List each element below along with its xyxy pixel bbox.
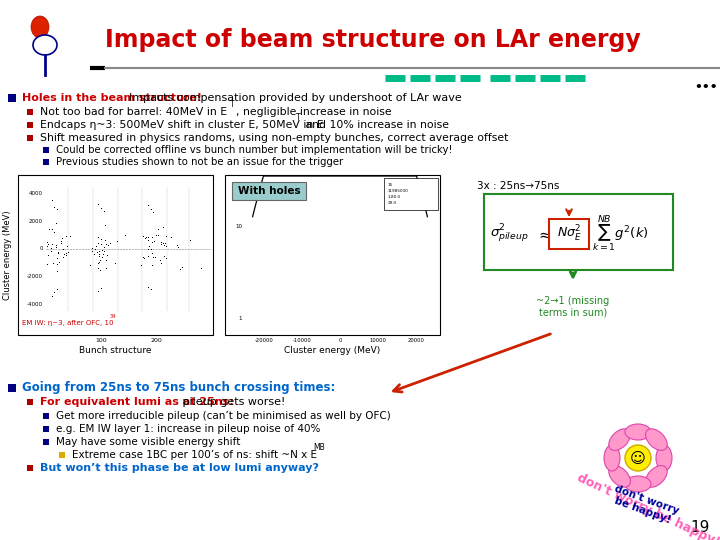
- FancyBboxPatch shape: [232, 182, 306, 200]
- Ellipse shape: [646, 465, 667, 487]
- Text: Extreme case 1BC per 100’s of ns: shift ~N x E: Extreme case 1BC per 100’s of ns: shift …: [72, 450, 317, 460]
- Text: But won’t this phase be at low lumi anyway?: But won’t this phase be at low lumi anyw…: [40, 463, 319, 473]
- Text: Going from 25ns to 75ns bunch crossing times:: Going from 25ns to 75ns bunch crossing t…: [22, 381, 336, 395]
- Text: Bunch structure: Bunch structure: [79, 346, 152, 355]
- Text: 19: 19: [690, 521, 710, 536]
- Text: •••: •••: [694, 82, 718, 94]
- Text: $\approx$: $\approx$: [536, 226, 552, 241]
- Text: 100: 100: [95, 338, 107, 343]
- Text: don't worry be happy!: don't worry be happy!: [575, 471, 720, 540]
- Text: pileup gets worse!: pileup gets worse!: [179, 397, 285, 407]
- Bar: [225, 175, 440, 335]
- Text: T: T: [230, 100, 235, 109]
- FancyBboxPatch shape: [484, 194, 673, 270]
- Text: $\sum_{k=1}^{NB}g^2(k)$: $\sum_{k=1}^{NB}g^2(k)$: [592, 214, 649, 254]
- Text: 15: 15: [388, 183, 393, 187]
- Text: 3x : 25ns→75ns: 3x : 25ns→75ns: [477, 181, 559, 191]
- Text: Endcaps η~3: 500MeV shift in cluster E, 50MeV in E: Endcaps η~3: 500MeV shift in cluster E, …: [40, 120, 323, 130]
- Text: and 10% increase in noise: and 10% increase in noise: [302, 120, 449, 130]
- Text: May have some visible energy shift: May have some visible energy shift: [56, 437, 240, 447]
- FancyBboxPatch shape: [384, 178, 438, 210]
- Text: $N\sigma^2_E$: $N\sigma^2_E$: [557, 224, 581, 244]
- Text: $\sigma^2_{pileup}$: $\sigma^2_{pileup}$: [490, 223, 528, 245]
- Text: 2000: 2000: [29, 219, 43, 224]
- Ellipse shape: [625, 424, 651, 440]
- Text: EM IW: η~3, after OFC, 10: EM IW: η~3, after OFC, 10: [22, 320, 114, 326]
- Text: Cluster energy (MeV): Cluster energy (MeV): [4, 210, 12, 300]
- Text: Shift measured in physics randoms, using non-empty bunches, correct average offs: Shift measured in physics randoms, using…: [40, 133, 508, 143]
- Circle shape: [625, 445, 651, 471]
- Text: For equivalent lumi as at 25ns:: For equivalent lumi as at 25ns:: [40, 397, 234, 407]
- Ellipse shape: [31, 16, 49, 38]
- Ellipse shape: [604, 445, 620, 471]
- Text: ~2→1 (missing
terms in sum): ~2→1 (missing terms in sum): [536, 296, 610, 318]
- Text: 11985000: 11985000: [388, 189, 409, 193]
- Ellipse shape: [609, 465, 631, 487]
- Ellipse shape: [656, 445, 672, 471]
- Text: 0: 0: [338, 338, 342, 343]
- Text: -4000: -4000: [27, 302, 43, 307]
- Text: MB: MB: [313, 443, 325, 452]
- Text: , negligible increase in noise: , negligible increase in noise: [236, 107, 392, 117]
- Text: 1-80.0: 1-80.0: [388, 195, 401, 199]
- Text: Impact of beam structure on LAr energy: Impact of beam structure on LAr energy: [105, 28, 641, 52]
- Text: Holes in the beam structure!: Holes in the beam structure!: [22, 93, 202, 103]
- Text: e.g. EM IW layer 1: increase in pileup noise of 40%: e.g. EM IW layer 1: increase in pileup n…: [56, 424, 320, 434]
- Text: 34: 34: [110, 314, 117, 319]
- Text: 4000: 4000: [29, 191, 43, 197]
- Text: 29.0: 29.0: [388, 201, 397, 205]
- Text: -20000: -20000: [255, 338, 274, 343]
- FancyBboxPatch shape: [549, 219, 589, 249]
- Text: Not too bad for barrel: 40MeV in E: Not too bad for barrel: 40MeV in E: [40, 107, 227, 117]
- Ellipse shape: [625, 476, 651, 492]
- Text: Previous studies shown to not be an issue for the trigger: Previous studies shown to not be an issu…: [56, 157, 343, 167]
- Text: 10000: 10000: [369, 338, 387, 343]
- Text: With holes: With holes: [238, 186, 300, 196]
- Text: -2000: -2000: [27, 274, 43, 279]
- Text: Get more irreducible pileup (can’t be minimised as well by OFC): Get more irreducible pileup (can’t be mi…: [56, 411, 391, 421]
- Text: Impacts compensation provided by undershoot of LAr wave: Impacts compensation provided by undersh…: [122, 93, 462, 103]
- Ellipse shape: [609, 429, 631, 450]
- Ellipse shape: [33, 35, 57, 55]
- Text: 200: 200: [150, 338, 162, 343]
- Text: Could be corrected offline vs bunch number but implementation will be tricky!: Could be corrected offline vs bunch numb…: [56, 145, 452, 155]
- Text: 0: 0: [40, 246, 43, 252]
- FancyArrowPatch shape: [394, 334, 550, 392]
- Text: 20000: 20000: [408, 338, 424, 343]
- Text: don't worry
be happy!: don't worry be happy!: [609, 483, 680, 526]
- Text: T: T: [296, 113, 301, 122]
- Text: -10000: -10000: [292, 338, 311, 343]
- Text: Cluster energy (MeV): Cluster energy (MeV): [284, 346, 381, 355]
- Text: ☺: ☺: [630, 450, 646, 465]
- Bar: [18, 175, 213, 335]
- Text: 10: 10: [235, 224, 242, 228]
- Ellipse shape: [646, 429, 667, 450]
- Text: 1: 1: [238, 315, 242, 321]
